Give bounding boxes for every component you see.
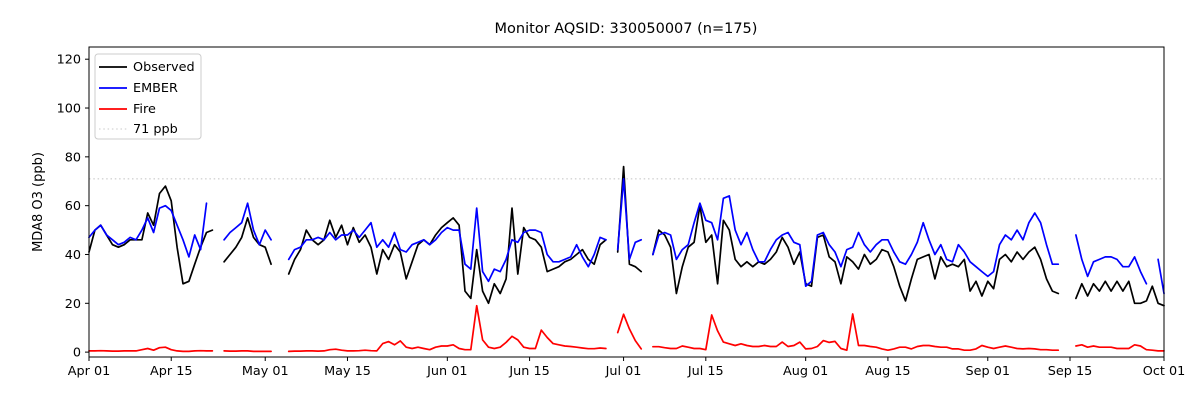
x-tick-label: Jun 01	[426, 364, 467, 379]
legend-box	[94, 53, 202, 140]
x-tick-label: May 15	[324, 364, 371, 379]
y-axis-label: MDA8 O3 (ppb)	[31, 152, 46, 252]
legend-label-fire: Fire	[133, 102, 156, 117]
x-tick-label: Jun 15	[508, 364, 549, 379]
legend-label-ember: EMBER	[133, 81, 178, 96]
x-tick-label: Aug 01	[783, 364, 828, 379]
y-tick-label: 0	[73, 346, 81, 361]
series-line-fire	[88, 304, 1165, 353]
y-tick-label: 100	[57, 102, 81, 117]
series-line-ember	[88, 177, 1165, 295]
y-tick-label: 80	[65, 150, 81, 165]
x-tick-label: Apr 01	[68, 364, 111, 379]
x-tick-label: May 01	[242, 364, 289, 379]
x-axis-ticks: Apr 01 Apr 15 May 01 May 15 Jun 01 Jun 15 Jul …	[68, 357, 1185, 379]
y-tick-label: 40	[65, 248, 81, 263]
y-tick-label: 120	[57, 53, 81, 68]
series-lines	[88, 165, 1165, 353]
x-tick-label: Jul 15	[687, 364, 724, 379]
legend-label-71ppb: 71 ppb	[133, 122, 178, 137]
legend-label-observed: Observed	[133, 60, 195, 75]
legend-item-71ppb: 71 ppb	[99, 122, 178, 137]
x-tick-label: Jul 01	[605, 364, 642, 379]
x-tick-label: Oct 01	[1143, 364, 1185, 379]
x-tick-label: Aug 15	[865, 364, 910, 379]
x-tick-label: Apr 15	[150, 364, 193, 379]
legend: Observed EMBER Fire 71 ppb	[94, 53, 202, 140]
y-tick-label: 60	[65, 199, 81, 214]
y-tick-label: 20	[65, 297, 81, 312]
legend-item-ember: EMBER	[99, 81, 178, 96]
x-tick-label: Sep 15	[1048, 364, 1092, 379]
legend-item-observed: Observed	[99, 60, 195, 75]
y-axis-ticks: 0 20 40 60 80 100 120	[57, 53, 89, 361]
legend-item-fire: Fire	[99, 102, 156, 117]
x-tick-label: Sep 01	[966, 364, 1010, 379]
series-line-observed	[88, 165, 1165, 307]
chart-title: Monitor AQSID: 330050007 (n=175)	[495, 21, 758, 37]
plot-border	[88, 46, 1165, 358]
